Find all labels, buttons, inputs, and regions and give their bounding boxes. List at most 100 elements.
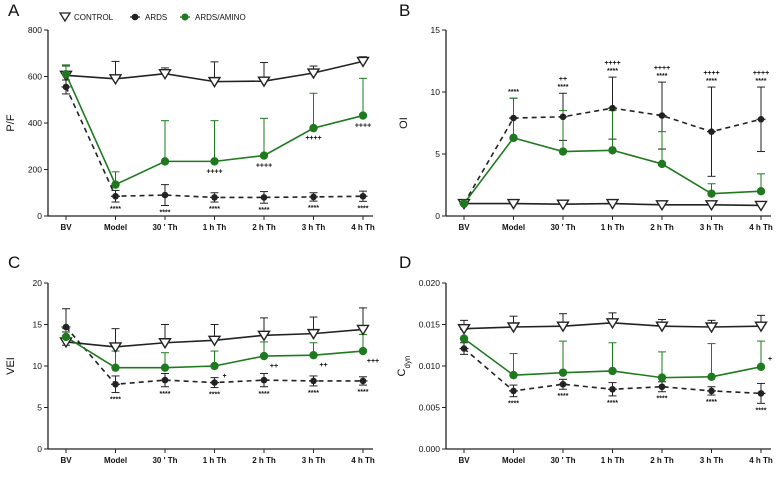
x-tick-label: Model (502, 456, 525, 465)
y-tick-label: 15 (33, 320, 43, 330)
y-tick-label: 600 (28, 72, 42, 82)
series-ards-amino-point (756, 187, 766, 196)
x-tick-label: BV (60, 223, 72, 232)
ards-significance-label: **** (508, 89, 519, 96)
y-tick-label: 10 (33, 361, 43, 371)
y-axis-label: VEI (5, 357, 17, 375)
y-tick-label: 0.000 (419, 444, 441, 454)
panel-letter: A (8, 1, 20, 20)
amino-significance-label: ++ (270, 363, 278, 370)
amino-significance-label: + (768, 356, 772, 363)
x-tick-label: 1 h Th (601, 223, 625, 232)
series-control-point (257, 330, 271, 342)
ards-significance-label: **** (308, 390, 319, 397)
ards-significance-label: **** (657, 73, 668, 80)
y-axis-label: Cdyn (396, 356, 412, 377)
series-ards-amino-point (459, 334, 469, 343)
series-ards-amino-point (657, 373, 667, 382)
ards-significance-label: **** (706, 78, 717, 85)
series-ards-amino-point (558, 368, 568, 377)
series-ards-amino-point (259, 351, 269, 361)
panel-a: A P/F 0 200 400 600 800 BV Model 30 ' Th 1 h Th 2 h… (5, 1, 375, 232)
amino-significance-label: ++++ (355, 123, 371, 130)
series-ards-amino-point (61, 69, 71, 79)
legend-ards-label: ARDS (145, 13, 167, 22)
series-control-point (605, 318, 620, 330)
ards-significance-label: **** (706, 399, 717, 406)
y-tick-label: 200 (28, 165, 42, 175)
series-ards-amino-point (111, 180, 120, 189)
series-ards-amino-point (61, 332, 71, 342)
x-tick-label: 3 h Th (700, 223, 724, 232)
series-ards-amino-point (259, 151, 269, 160)
x-tick-label: BV (458, 456, 470, 465)
amino-significance-label: ++++ (654, 65, 670, 72)
x-tick-label: 2 h Th (650, 456, 674, 465)
series-control-point (704, 322, 719, 334)
amino-significance-label: ++++ (703, 70, 719, 77)
series-control-point (754, 200, 768, 212)
y-axis-label: OI (398, 117, 410, 129)
amino-significance-label: ++++ (256, 163, 272, 170)
series-control-point (356, 324, 370, 336)
series-control-point (306, 68, 321, 80)
amino-significance-label: +++ (367, 358, 379, 365)
series-ards-amino-point (608, 146, 617, 155)
amino-significance-label: ++++ (206, 168, 222, 175)
panel-c: C VEI 0 5 10 15 20 BV Model 30 ' Th 1 h Th 2 h Th 3 … (5, 253, 379, 465)
legend-control-marker-icon (58, 12, 72, 23)
ards-significance-label: **** (358, 205, 369, 212)
y-axis-label: P/F (5, 114, 17, 131)
series-ards-amino-point (160, 363, 170, 372)
y-tick-label: 5 (435, 149, 440, 159)
amino-significance-label: ++++ (753, 70, 769, 77)
panel-d: D Cdyn 0.000 0.005 0.010 0.015 0.020 BV Model 30 … (396, 253, 773, 465)
amino-significance-label: ++ (319, 362, 327, 369)
ards-significance-label: **** (358, 389, 369, 396)
series-control-point (655, 321, 669, 333)
x-tick-label: 30 ' Th (550, 223, 575, 232)
x-tick-label: 2 h Th (252, 456, 276, 465)
y-axis-label-subscript: dyn (403, 356, 412, 369)
ards-significance-label: **** (756, 407, 767, 414)
legend-control-label: CONTROL (74, 13, 114, 22)
series-ards-amino-point (111, 363, 120, 372)
series-control-point (506, 198, 521, 210)
ards-significance-label: **** (160, 210, 171, 217)
panel-letter: D (399, 253, 411, 272)
x-tick-label: 3 h Th (302, 223, 326, 232)
series-control-point (207, 335, 222, 347)
x-tick-label: 1 h Th (601, 456, 625, 465)
ards-significance-label: **** (607, 68, 618, 75)
ards-significance-label: **** (160, 391, 171, 398)
series-ards-amino-point (210, 361, 219, 371)
x-tick-label: 4 h Th (749, 456, 773, 465)
series-control-point (704, 200, 719, 212)
series-control-point (356, 56, 370, 68)
x-tick-label: 4 h Th (351, 456, 375, 465)
x-tick-label: 1 h Th (203, 223, 227, 232)
series-ards-amino-point (160, 157, 170, 166)
series-ards-amino-point (558, 147, 568, 156)
series-ards-amino-point (707, 189, 716, 198)
series-control-point (556, 199, 570, 211)
ards-significance-label: **** (558, 84, 569, 91)
x-tick-label: Model (502, 223, 525, 232)
x-tick-label: 30 ' Th (152, 456, 177, 465)
series-ards-amino-point (459, 199, 469, 208)
x-tick-label: 4 h Th (749, 223, 773, 232)
y-tick-label: 0.010 (419, 361, 441, 371)
x-tick-label: 3 h Th (302, 456, 326, 465)
series-ards-amino-point (358, 346, 368, 356)
y-tick-label: 0 (37, 444, 42, 454)
series-ards-amino-point (756, 362, 766, 372)
series-ards-amino-point (509, 133, 518, 143)
series-ards-amino-point (210, 157, 219, 166)
ards-significance-label: **** (558, 393, 569, 400)
series-control-point (108, 342, 123, 354)
series-control-point (158, 338, 172, 350)
x-tick-label: BV (458, 223, 470, 232)
y-tick-label: 15 (431, 25, 441, 35)
series-control-point (655, 200, 669, 212)
